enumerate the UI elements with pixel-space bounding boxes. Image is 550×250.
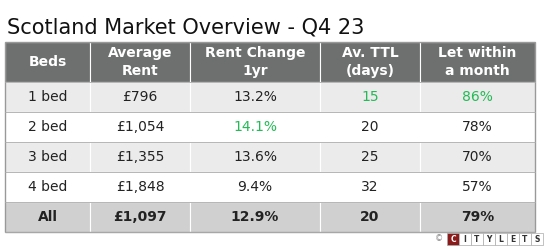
Bar bbox=[190, 142, 320, 172]
Text: C: C bbox=[450, 234, 456, 244]
Bar bbox=[471, 233, 483, 245]
Text: 2 bed: 2 bed bbox=[28, 120, 67, 134]
Bar bbox=[5, 172, 90, 202]
Text: 9.4%: 9.4% bbox=[238, 180, 273, 194]
Bar bbox=[320, 172, 420, 202]
Bar bbox=[320, 112, 420, 142]
Text: 78%: 78% bbox=[462, 120, 493, 134]
Bar bbox=[420, 42, 535, 82]
Text: I: I bbox=[464, 234, 466, 244]
Text: 20: 20 bbox=[361, 120, 379, 134]
Text: Beds: Beds bbox=[29, 55, 67, 69]
Text: Av. TTL
(days): Av. TTL (days) bbox=[342, 46, 398, 78]
Text: Average
Rent: Average Rent bbox=[108, 46, 172, 78]
Text: ©: © bbox=[434, 234, 443, 244]
Bar bbox=[90, 112, 190, 142]
Text: 32: 32 bbox=[361, 180, 379, 194]
Bar bbox=[420, 172, 535, 202]
Text: 20: 20 bbox=[360, 210, 379, 224]
Bar bbox=[5, 112, 90, 142]
Text: T: T bbox=[522, 234, 527, 244]
Bar bbox=[90, 172, 190, 202]
Text: 4 bed: 4 bed bbox=[28, 180, 67, 194]
Text: £1,097: £1,097 bbox=[113, 210, 167, 224]
Text: 13.6%: 13.6% bbox=[233, 150, 277, 164]
Bar bbox=[420, 82, 535, 112]
Bar bbox=[190, 82, 320, 112]
Bar bbox=[459, 233, 471, 245]
Text: 70%: 70% bbox=[462, 150, 493, 164]
Text: 12.9%: 12.9% bbox=[231, 210, 279, 224]
Bar bbox=[447, 233, 459, 245]
Bar bbox=[420, 112, 535, 142]
Text: All: All bbox=[37, 210, 58, 224]
Bar bbox=[420, 142, 535, 172]
Text: 86%: 86% bbox=[462, 90, 493, 104]
Bar bbox=[5, 42, 535, 232]
Text: £1,848: £1,848 bbox=[116, 180, 164, 194]
Bar bbox=[320, 142, 420, 172]
Bar bbox=[5, 202, 90, 232]
Text: L: L bbox=[498, 234, 503, 244]
Bar bbox=[420, 202, 535, 232]
Text: Y: Y bbox=[486, 234, 492, 244]
Bar bbox=[90, 142, 190, 172]
Bar bbox=[190, 42, 320, 82]
Text: 25: 25 bbox=[361, 150, 379, 164]
Text: Let within
a month: Let within a month bbox=[438, 46, 516, 78]
Text: 3 bed: 3 bed bbox=[28, 150, 67, 164]
Text: T: T bbox=[474, 234, 480, 244]
Bar bbox=[5, 42, 90, 82]
Bar bbox=[320, 82, 420, 112]
Bar bbox=[320, 42, 420, 82]
Bar bbox=[483, 233, 495, 245]
Text: 57%: 57% bbox=[462, 180, 493, 194]
Text: 79%: 79% bbox=[461, 210, 494, 224]
Bar bbox=[190, 112, 320, 142]
Bar bbox=[90, 82, 190, 112]
Bar bbox=[90, 202, 190, 232]
Bar bbox=[5, 142, 90, 172]
Text: Scotland Market Overview - Q4 23: Scotland Market Overview - Q4 23 bbox=[7, 18, 364, 38]
Bar bbox=[190, 202, 320, 232]
Bar bbox=[90, 42, 190, 82]
Bar bbox=[5, 82, 90, 112]
Text: Rent Change
1yr: Rent Change 1yr bbox=[205, 46, 305, 78]
Bar bbox=[507, 233, 519, 245]
Text: 1 bed: 1 bed bbox=[28, 90, 67, 104]
Text: £1,054: £1,054 bbox=[116, 120, 164, 134]
Bar bbox=[320, 202, 420, 232]
Bar bbox=[519, 233, 531, 245]
Text: 15: 15 bbox=[361, 90, 379, 104]
Bar bbox=[495, 233, 507, 245]
Text: E: E bbox=[510, 234, 516, 244]
Bar bbox=[531, 233, 543, 245]
Text: £796: £796 bbox=[122, 90, 158, 104]
Text: £1,355: £1,355 bbox=[116, 150, 164, 164]
Text: 13.2%: 13.2% bbox=[233, 90, 277, 104]
Text: 14.1%: 14.1% bbox=[233, 120, 277, 134]
Text: S: S bbox=[534, 234, 540, 244]
Bar bbox=[190, 172, 320, 202]
